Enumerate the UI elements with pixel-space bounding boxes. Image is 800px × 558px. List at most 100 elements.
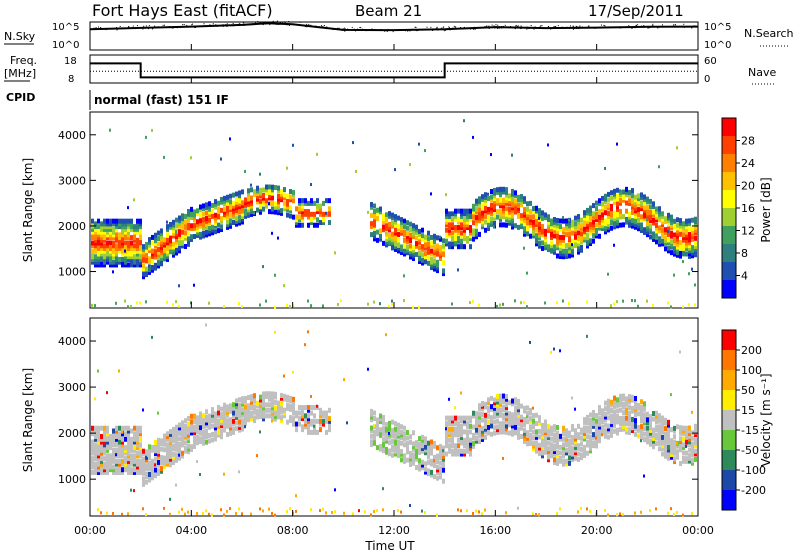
velocity-cell: [478, 510, 480, 514]
nsky-point: [222, 25, 224, 27]
power-cell: [685, 232, 688, 238]
power-cell: [463, 227, 466, 233]
velocity-cell: [124, 467, 127, 473]
velocity-cell: [139, 425, 142, 431]
power-colorbar-swatch: [722, 280, 736, 299]
power-cell: [184, 224, 187, 230]
velocity-cell: [295, 410, 298, 416]
power-cell: [619, 198, 622, 204]
power-cell: [97, 224, 100, 230]
nsky-point: [279, 22, 281, 24]
velocity-cell: [625, 396, 628, 402]
xtick-label: 00:00: [74, 524, 106, 537]
power-cell: [247, 193, 250, 199]
velocity-cell: [673, 442, 676, 448]
power-cell: [538, 243, 541, 249]
power-cell: [103, 221, 106, 227]
velocity-cell: [385, 430, 388, 436]
power-cell: [649, 229, 652, 235]
power-cell: [643, 216, 646, 222]
velocity-cell: [454, 448, 457, 454]
velocity-cell: [136, 434, 139, 440]
power-cell: [637, 209, 640, 215]
velocity-cell: [502, 429, 505, 435]
power-cell: [202, 233, 205, 239]
power-cell: [109, 256, 112, 262]
velocity-cell: [412, 444, 415, 450]
power-cell: [244, 197, 247, 203]
velocity-cell: [448, 429, 451, 435]
power-cell: [97, 235, 100, 241]
velocity-cell: [673, 447, 676, 453]
power-cell: [532, 206, 535, 212]
nsky-point: [217, 25, 219, 27]
velocity-cell: [376, 423, 379, 429]
velocity-cell: [148, 455, 151, 461]
power-cell: [667, 301, 669, 305]
power-cell: [568, 220, 571, 226]
velocity-cell: [94, 456, 97, 462]
velocity-colorbar-swatch: [722, 450, 736, 471]
power-cell: [208, 201, 211, 207]
nsky-point: [448, 26, 450, 28]
power-cell: [196, 221, 199, 227]
power-cell: [604, 223, 607, 229]
power-cell: [478, 196, 481, 202]
power-cell: [397, 248, 400, 254]
power-cell: [307, 211, 310, 217]
power-cell: [496, 187, 499, 193]
power-cell: [442, 243, 445, 249]
velocity-cell: [514, 419, 517, 425]
nsky-point: [541, 25, 543, 27]
power-cell: [475, 198, 478, 204]
nsky-point: [278, 24, 280, 26]
velocity-cell: [148, 449, 151, 455]
power-cell: [658, 214, 661, 220]
velocity-cell: [628, 413, 631, 419]
power-cell: [655, 214, 658, 220]
velocity-cell: [451, 418, 454, 424]
power-cell: [559, 248, 562, 254]
power-cell: [472, 203, 475, 209]
power-cell: [286, 193, 289, 199]
velocity-cell: [121, 439, 124, 445]
power-cell: [487, 215, 490, 221]
power-cell: [547, 244, 550, 250]
power-cell: [523, 215, 526, 221]
velocity-cell: [97, 431, 100, 437]
power-cell: [97, 256, 100, 262]
velocity-cell: [583, 436, 586, 442]
velocity-cell: [586, 334, 588, 338]
velocity-cell: [385, 449, 388, 455]
power-cell: [373, 222, 376, 228]
power-cell: [103, 226, 106, 232]
velocity-cell: [553, 347, 555, 351]
power-cell: [583, 237, 586, 243]
velocity-cell: [202, 435, 205, 441]
power-cell: [238, 206, 241, 212]
velocity-cell: [643, 401, 646, 407]
power-cell: [412, 250, 415, 256]
power-cell: [514, 204, 517, 210]
velocity-cell: [175, 433, 178, 439]
velocity-cell: [169, 445, 172, 451]
velocity-cell: [439, 468, 442, 474]
nsky-point: [326, 26, 328, 28]
velocity-cell: [106, 467, 109, 473]
nsky-point: [244, 24, 246, 26]
power-cell: [568, 223, 571, 229]
velocity-cell: [394, 426, 397, 432]
velocity-cell: [394, 443, 397, 449]
power-cell: [94, 256, 97, 262]
power-cell: [127, 243, 130, 249]
velocity-cell: [223, 472, 225, 476]
velocity-cell: [475, 416, 478, 422]
power-cell: [133, 243, 136, 249]
power-cell: [664, 227, 667, 233]
power-cell: [175, 234, 178, 240]
power-cell: [580, 217, 583, 223]
power-cell: [160, 236, 163, 242]
power-cell: [511, 224, 514, 230]
velocity-cell: [268, 407, 271, 413]
power-cell: [637, 304, 639, 308]
